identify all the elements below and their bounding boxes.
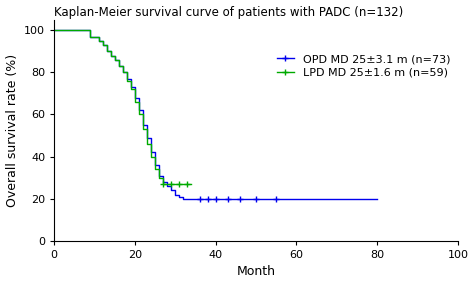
Legend: OPD MD 25±3.1 m (n=73), LPD MD 25±1.6 m (n=59): OPD MD 25±3.1 m (n=73), LPD MD 25±1.6 m … — [275, 52, 452, 80]
X-axis label: Month: Month — [237, 266, 275, 278]
Text: Kaplan-Meier survival curve of patients with PADC (n=132): Kaplan-Meier survival curve of patients … — [54, 6, 403, 18]
Y-axis label: Overall survival rate (%): Overall survival rate (%) — [6, 54, 18, 207]
